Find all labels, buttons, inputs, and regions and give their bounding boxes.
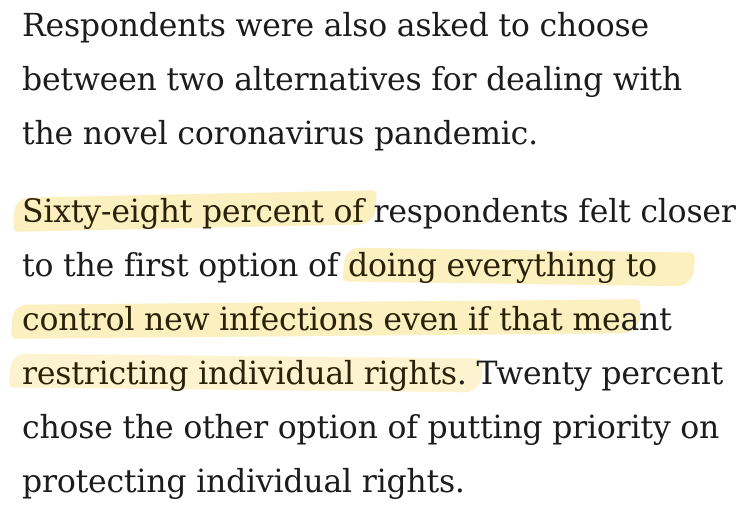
text-line: chose the other option of putting priori… [22, 410, 720, 446]
text-line: Respondents were also asked to choose [22, 8, 649, 44]
text-line: restricting individual rights. Twenty pe… [22, 356, 724, 392]
text-line: control new infections even if that mean… [22, 302, 672, 338]
text-line: the novel coronavirus pandemic. [22, 116, 538, 152]
highlighted-text: doing everything to [348, 248, 657, 284]
highlighted-text: restricting individual rights [22, 356, 457, 392]
highlighted-text: control new infections even if that me [22, 302, 621, 338]
text-line: Sixty-eight percent of respondents felt … [22, 194, 736, 230]
text-line: between two alternatives for dealing wit… [22, 62, 682, 98]
text-line: protecting individual rights. [22, 464, 465, 500]
text-line: to the first option of doing everything … [22, 248, 657, 284]
highlighted-text: Sixty-eight percent of [22, 194, 364, 230]
